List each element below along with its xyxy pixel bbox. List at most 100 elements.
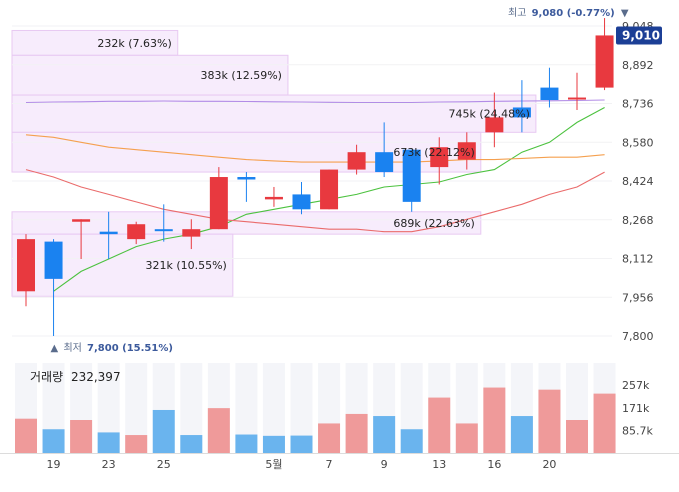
- volume-profile-band: [11, 131, 482, 173]
- ma120-line: [25, 99, 605, 104]
- candle-body: [457, 142, 476, 160]
- candle-body: [99, 231, 118, 235]
- price-tick-label: 7,956: [622, 291, 654, 304]
- volume-profile-label: 673k (22.12%): [393, 146, 474, 159]
- volume-bar: [428, 397, 451, 453]
- candle: [154, 204, 173, 242]
- volume-bar: [125, 435, 148, 453]
- price-tick-label: 8,424: [622, 175, 654, 188]
- volume-profile-label: 383k (12.59%): [201, 69, 282, 82]
- price-tick-label: 7,800: [622, 330, 654, 343]
- ma20-line: [25, 134, 605, 163]
- low-marker-label: ▲ 최저 7,800 (15.51%): [51, 342, 173, 354]
- candle-body: [44, 241, 63, 279]
- volume-bar: [373, 416, 396, 453]
- candle: [44, 239, 63, 336]
- volume-bar: [400, 429, 423, 453]
- price-tick-label: 8,736: [622, 98, 654, 111]
- volume-tick-label: 171k: [622, 402, 650, 415]
- volume-bar: [510, 416, 533, 453]
- price-axis: 9,0488,8928,7368,5808,4248,2688,1127,956…: [622, 20, 654, 437]
- volume-bar: [97, 432, 120, 453]
- date-tick-label: 19: [47, 458, 61, 471]
- volume-bar: [345, 413, 368, 453]
- candle-body: [72, 219, 91, 222]
- candle: [127, 221, 146, 245]
- volume-profile-label: 745k (24.48%): [449, 108, 530, 121]
- candle-body: [237, 177, 256, 180]
- price-tick-label: 8,580: [622, 136, 654, 149]
- candle-body: [127, 224, 146, 240]
- date-axis: 19 23 25 5월 7 9 13 16 20: [47, 458, 557, 471]
- candle: [595, 18, 614, 91]
- date-tick-label: 23: [102, 458, 116, 471]
- volume-column-bg: [262, 363, 285, 453]
- volume-bars: [0, 363, 679, 454]
- candle-body: [402, 149, 421, 202]
- price-tick-label: 8,268: [622, 214, 654, 227]
- moving-average-lines: [25, 99, 605, 292]
- volume-bar: [180, 435, 203, 453]
- volume-profile-label: 321k (10.55%): [145, 259, 226, 272]
- candle-body: [595, 35, 614, 88]
- volume-title: 거래량 232,397: [30, 370, 121, 384]
- volume-bar: [42, 429, 65, 453]
- volume-bar: [538, 389, 561, 453]
- candle-body: [209, 177, 228, 230]
- candle-body: [292, 194, 311, 210]
- candle: [209, 167, 228, 230]
- candle-body: [485, 117, 504, 133]
- candle-body: [568, 97, 586, 100]
- price-tick-label: 8,112: [622, 253, 654, 266]
- candle: [17, 234, 35, 307]
- candle-body: [540, 87, 559, 101]
- candle-body: [154, 229, 173, 232]
- candle: [485, 92, 504, 148]
- candle-body: [17, 239, 35, 292]
- volume-column-bg: [97, 363, 120, 453]
- date-tick-label: 13: [432, 458, 446, 471]
- candle-body: [182, 229, 201, 237]
- volume-column-bg: [235, 363, 258, 453]
- date-tick-label: 20: [542, 458, 556, 471]
- volume-bar: [207, 408, 230, 453]
- volume-column-bg: [180, 363, 203, 453]
- volume-profile-labels: 232k (7.63%) 383k (12.59%) 745k (24.48%) 67…: [97, 37, 530, 272]
- volume-tick-label: 85.7k: [622, 424, 653, 437]
- volume-profile-band: [11, 29, 179, 56]
- candle: [375, 122, 394, 178]
- volume-bar: [152, 409, 175, 453]
- candle: [347, 144, 366, 175]
- candlesticks: [17, 18, 614, 336]
- candle: [402, 149, 421, 212]
- candle: [292, 181, 311, 215]
- volume-tick-label: 257k: [622, 379, 650, 392]
- candle-body: [320, 169, 339, 210]
- current-price-text: 9,010: [622, 28, 660, 42]
- candle: [457, 132, 476, 170]
- candle: [430, 137, 449, 185]
- candle: [237, 172, 256, 202]
- candle: [512, 80, 531, 133]
- candle: [72, 219, 91, 259]
- candle: [568, 72, 586, 110]
- candle-body: [264, 196, 283, 200]
- candle: [99, 211, 118, 259]
- candle: [540, 67, 559, 108]
- date-tick-label: 9: [381, 458, 388, 471]
- candle-body: [512, 107, 531, 118]
- volume-column-bg: [290, 363, 313, 453]
- candle: [264, 186, 283, 207]
- high-marker-label: 최고 9,080 (-0.77%) ▼: [508, 7, 629, 19]
- candle: [182, 219, 201, 250]
- volume-bar: [483, 387, 506, 453]
- volume-profile-label: 689k (22.63%): [393, 217, 474, 230]
- volume-bar: [593, 393, 616, 453]
- candle: [320, 169, 339, 210]
- date-tick-label: 16: [487, 458, 501, 471]
- ma60-line: [25, 169, 605, 233]
- volume-profile-band: [11, 54, 289, 96]
- volume-bar: [290, 435, 313, 453]
